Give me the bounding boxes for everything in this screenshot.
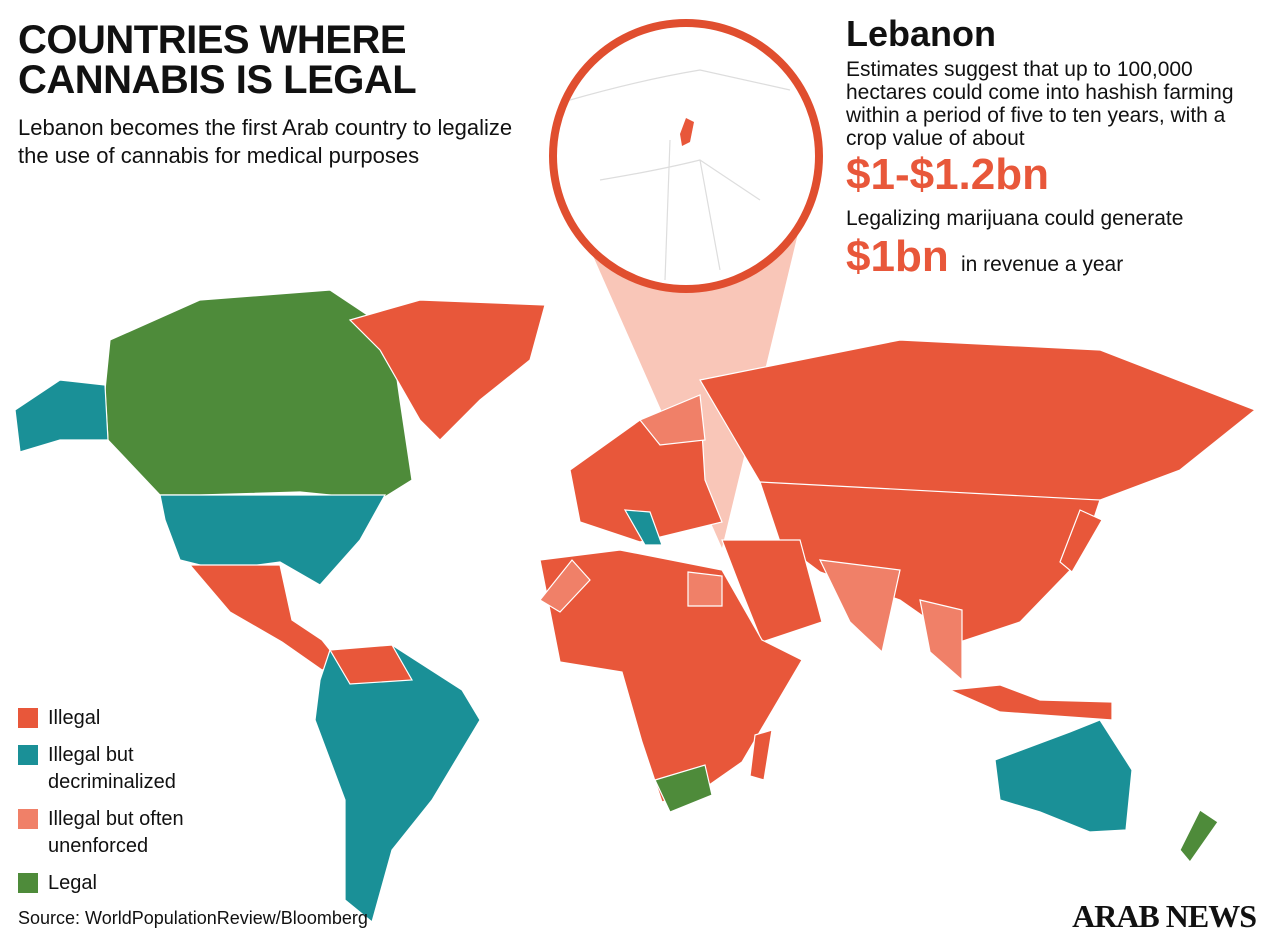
legend-item: Illegal but decriminalized [18, 742, 228, 796]
country-region [159, 494, 387, 586]
panel-figure: $1-$1.2bn [846, 150, 1049, 199]
lebanon-shape [680, 118, 694, 146]
panel-country: Lebanon [846, 13, 996, 54]
country-region [1179, 809, 1219, 863]
subtitle: Lebanon becomes the first Arab country t… [18, 115, 513, 168]
country-region [699, 339, 1257, 501]
legend-swatch [18, 745, 38, 765]
country-region [721, 539, 823, 643]
legend-swatch [18, 873, 38, 893]
legend-label: Illegal but often unenforced [48, 808, 184, 857]
country-region [947, 684, 1113, 721]
info-panel: Lebanon Estimates suggest that up to 100… [846, 14, 1266, 290]
country-region [328, 644, 413, 685]
country-region [539, 559, 591, 613]
country-region [348, 299, 546, 441]
zoom-circle [549, 19, 823, 293]
legend-item: Illegal [18, 705, 228, 732]
panel-text: Estimates suggest that up to 100,000 hec… [846, 58, 1234, 150]
country-region [14, 379, 109, 453]
legend-item: Legal [18, 870, 228, 897]
panel-note: in revenue a year [960, 253, 1124, 276]
country-region [1059, 509, 1103, 573]
country-region [919, 599, 963, 682]
country-region [314, 644, 481, 924]
panel-figure: $1bn [846, 232, 949, 281]
country-region [639, 394, 706, 446]
legend: Illegal Illegal but decriminalized Illegal… [18, 705, 228, 907]
title: Countries where cannabis is legal [18, 18, 417, 102]
zoom-borders [569, 69, 791, 281]
source: Source: WorldPopulationReview/Bloomberg [18, 908, 368, 928]
legend-item: Illegal but often unenforced [18, 806, 228, 860]
legend-swatch [18, 809, 38, 829]
legend-swatch [18, 708, 38, 728]
panel-text: Legalizing marijuana could generate [846, 207, 1184, 230]
zoom-cone [575, 215, 800, 548]
country-region [994, 719, 1133, 833]
country-region [687, 571, 723, 607]
legend-label: Illegal but decriminalized [48, 744, 176, 793]
country-region [654, 764, 713, 813]
legend-label: Illegal [48, 707, 101, 729]
brand: ARAB NEWS [1072, 898, 1257, 934]
country-region [749, 729, 773, 781]
country-region [818, 559, 901, 654]
country-region [623, 509, 663, 546]
panel-figure-row: $1bn in revenue a year [846, 232, 1266, 290]
country-region [539, 549, 803, 803]
legend-label: Legal [48, 872, 97, 894]
